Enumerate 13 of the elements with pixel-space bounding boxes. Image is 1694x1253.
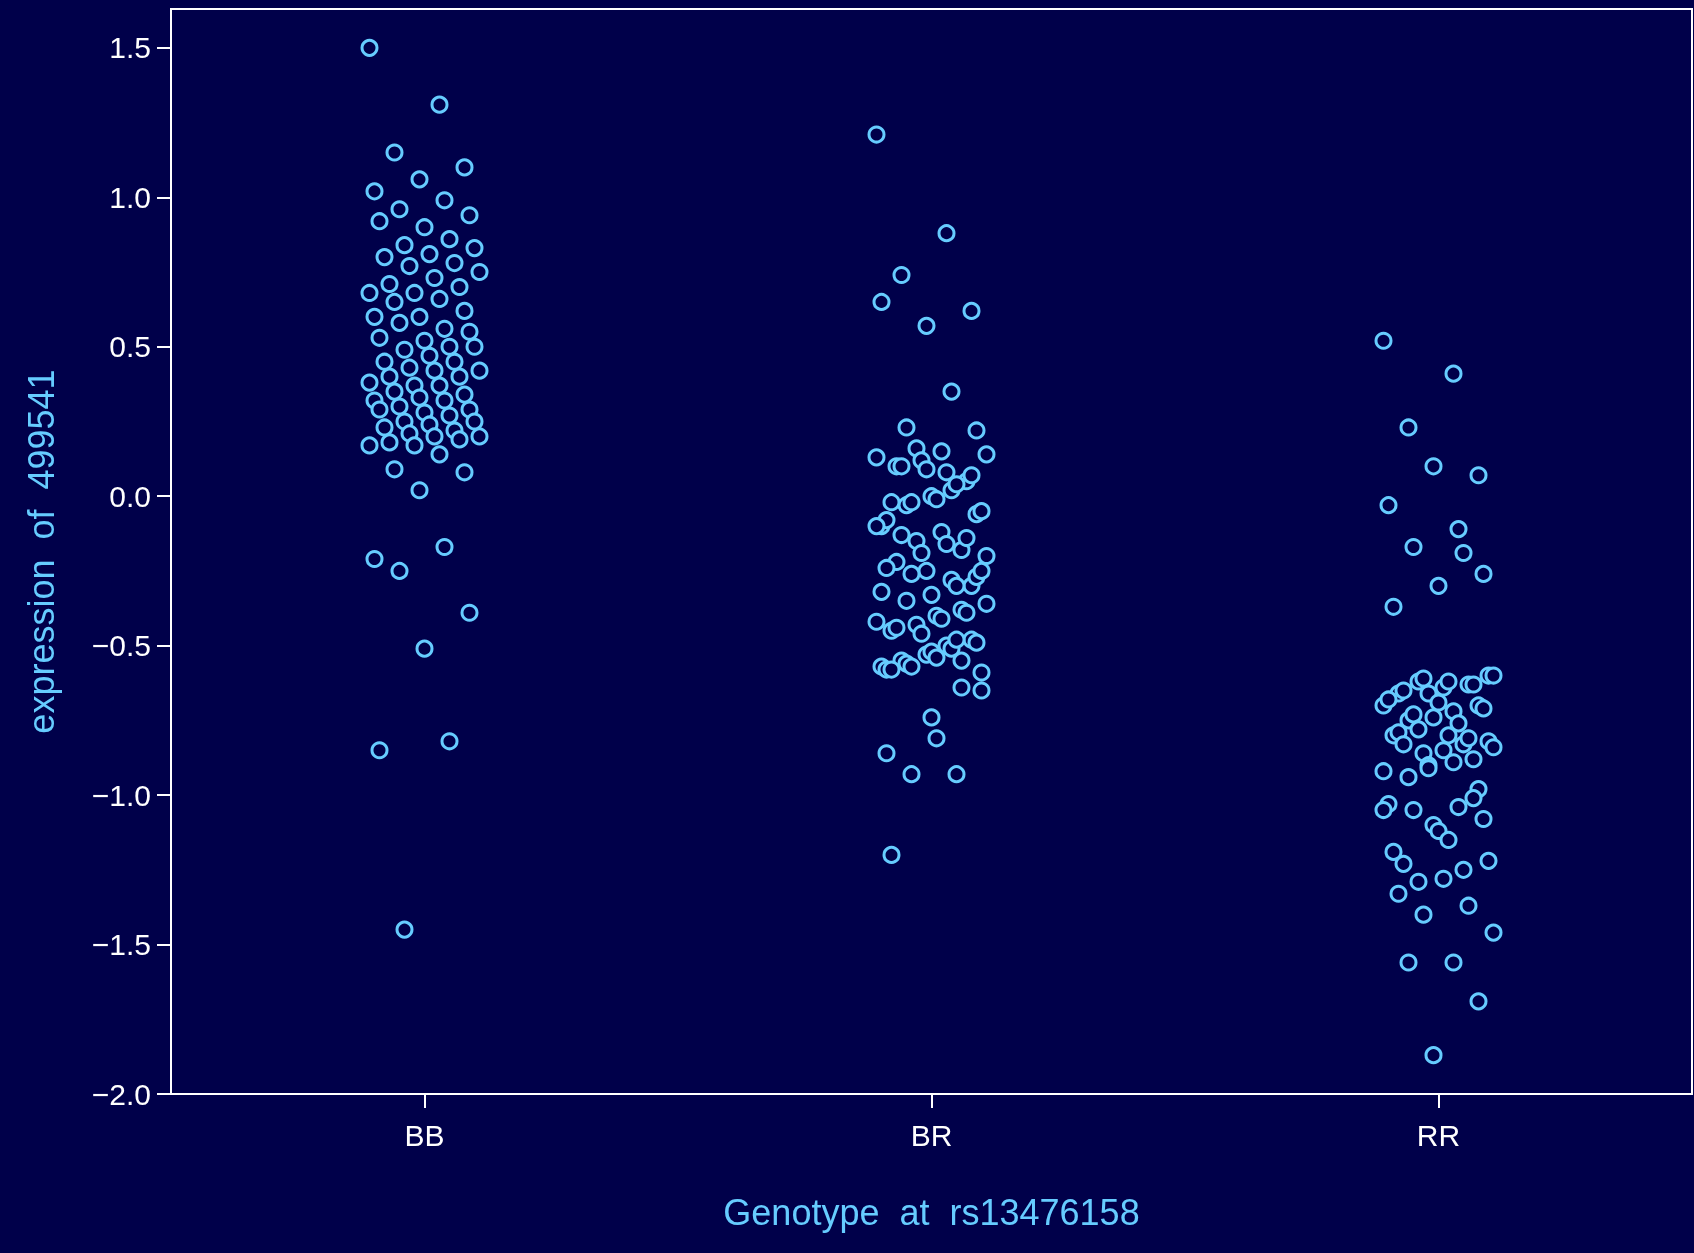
- y-tick-label: 0.0: [109, 479, 151, 513]
- y-tick-label: −2.0: [91, 1077, 151, 1111]
- y-tick-label: −1.5: [91, 928, 151, 962]
- y-tick-label: 1.5: [109, 31, 151, 65]
- y-tick-label: −0.5: [91, 629, 151, 663]
- y-axis-title: expression of 499541: [20, 369, 62, 734]
- x-tick-label: BB: [404, 1118, 445, 1152]
- x-tick-label: BR: [910, 1118, 953, 1152]
- y-tick-label: −1.0: [91, 778, 151, 812]
- y-tick-label: 0.5: [109, 330, 151, 364]
- x-axis-title: Genotype at rs13476158: [723, 1191, 1140, 1233]
- x-tick-label: RR: [1416, 1118, 1461, 1152]
- y-tick-label: 1.0: [109, 180, 151, 214]
